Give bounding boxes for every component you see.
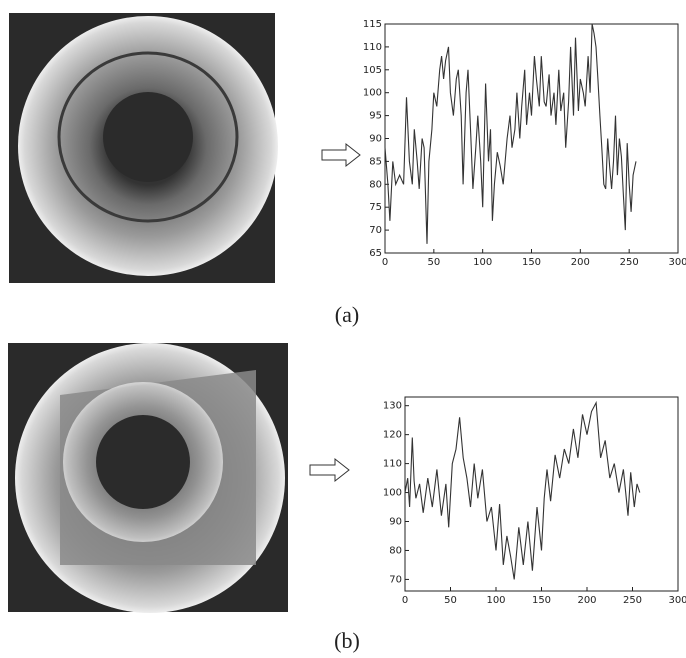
x-tick-label: 200	[577, 595, 596, 606]
y-tick-label: 110	[383, 459, 402, 470]
y-tick-label: 70	[369, 225, 382, 236]
y-tick-label: 120	[383, 430, 402, 441]
plot-frame	[385, 24, 678, 253]
iris-image-b	[8, 343, 288, 613]
line-series	[385, 24, 636, 244]
y-tick-label: 95	[369, 111, 382, 122]
arrow	[310, 459, 349, 481]
x-tick-label: 250	[623, 595, 642, 606]
y-tick-label: 75	[369, 202, 382, 213]
y-tick-label: 65	[369, 248, 382, 259]
line-series	[405, 403, 640, 580]
iris-image-a	[9, 13, 278, 283]
y-tick-label: 100	[363, 88, 382, 99]
y-tick-label: 90	[389, 517, 402, 528]
plot-frame	[405, 397, 678, 591]
y-tick-label: 80	[389, 545, 402, 556]
y-tick-label: 80	[369, 179, 382, 190]
x-tick-label: 250	[620, 257, 639, 268]
y-tick-label: 110	[363, 42, 382, 53]
x-tick-label: 50	[444, 595, 457, 606]
x-tick-label: 0	[402, 595, 408, 606]
x-tick-label: 300	[668, 257, 686, 268]
caption: (b)	[334, 628, 360, 653]
figure: 65 70 75 80 85 90 95 100 105 110 115 0 50 100 150 200 25…	[0, 0, 686, 658]
y-tick-label: 115	[363, 19, 382, 30]
y-tick-label: 85	[369, 156, 382, 167]
x-tick-label: 200	[571, 257, 590, 268]
x-tick-label: 100	[473, 257, 492, 268]
caption: (a)	[335, 302, 359, 327]
y-tick-label: 100	[383, 488, 402, 499]
x-tick-label: 300	[668, 595, 686, 606]
x-tick-label: 100	[486, 595, 505, 606]
x-tick-label: 0	[382, 257, 388, 268]
y-tick-label: 90	[369, 134, 382, 145]
x-tick-label: 50	[427, 257, 440, 268]
x-tick-label: 150	[522, 257, 541, 268]
y-tick-label: 70	[389, 574, 402, 585]
y-tick-label: 130	[383, 401, 402, 412]
y-tick-label: 105	[363, 65, 382, 76]
x-tick-label: 150	[532, 595, 551, 606]
arrow	[322, 144, 360, 166]
